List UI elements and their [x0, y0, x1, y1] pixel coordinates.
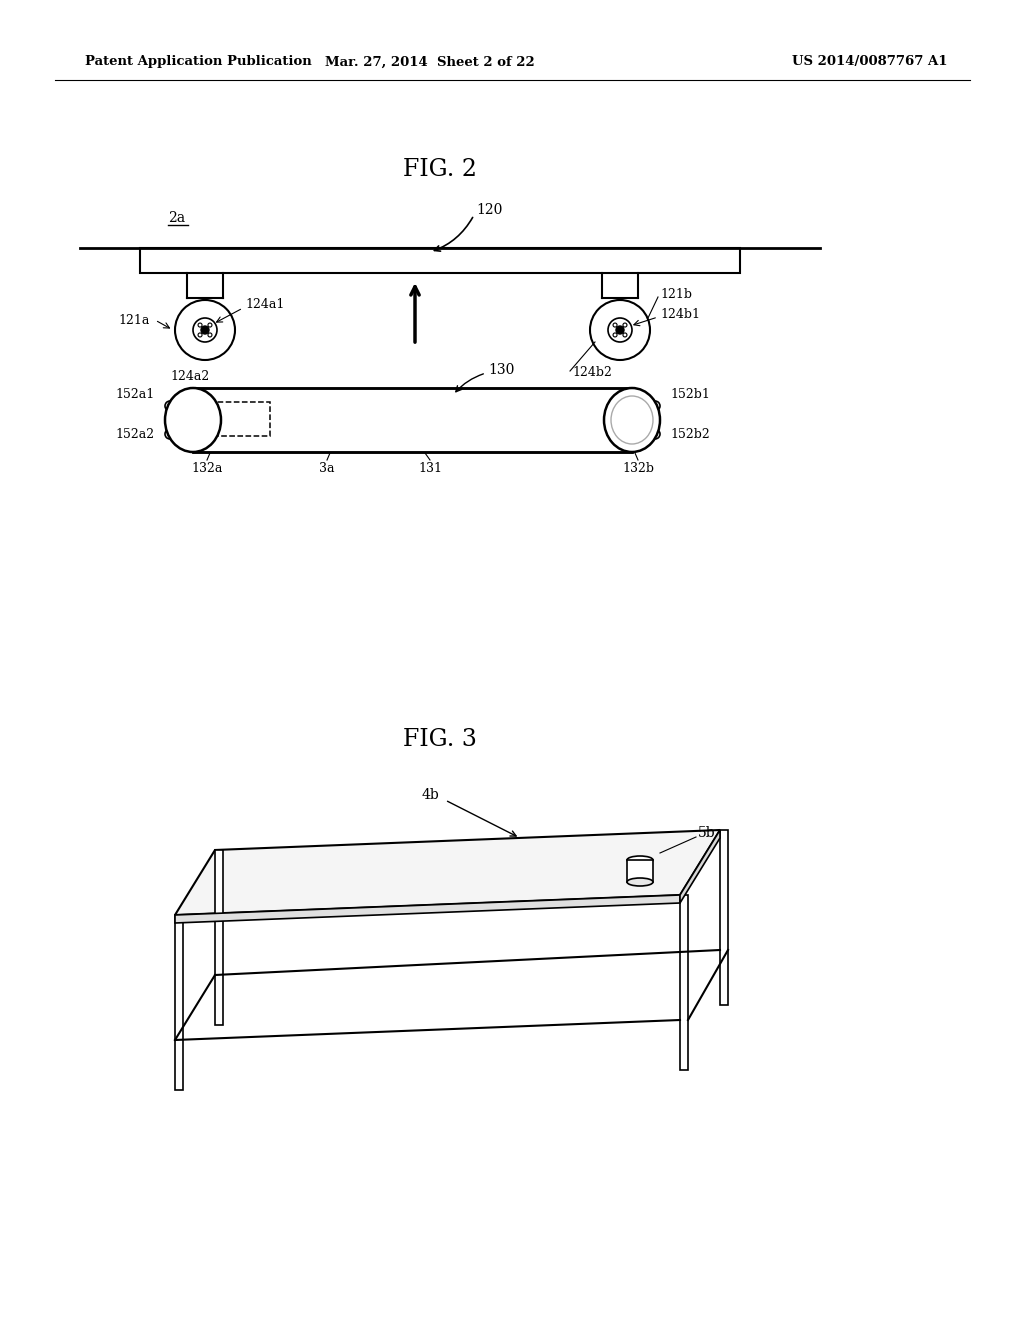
Ellipse shape	[627, 878, 653, 886]
Text: 152b1: 152b1	[670, 388, 710, 401]
Circle shape	[653, 404, 657, 408]
Circle shape	[613, 323, 617, 327]
Polygon shape	[680, 895, 688, 1071]
Text: 152a2: 152a2	[116, 429, 155, 441]
Polygon shape	[175, 915, 183, 1090]
Text: 132b: 132b	[622, 462, 654, 474]
Text: FIG. 3: FIG. 3	[403, 729, 477, 751]
Polygon shape	[215, 850, 223, 1026]
Circle shape	[168, 404, 172, 408]
Circle shape	[590, 300, 650, 360]
Polygon shape	[175, 830, 720, 915]
Text: 4b: 4b	[421, 788, 439, 803]
Ellipse shape	[627, 855, 653, 865]
Circle shape	[623, 323, 627, 327]
Circle shape	[623, 333, 627, 337]
Text: 3a: 3a	[319, 462, 335, 474]
Text: 130: 130	[488, 363, 514, 378]
Text: 124b1: 124b1	[660, 309, 700, 322]
Bar	[627, 861, 653, 882]
Circle shape	[198, 323, 202, 327]
Text: US 2014/0087767 A1: US 2014/0087767 A1	[793, 55, 948, 69]
Text: 124a1: 124a1	[245, 298, 285, 312]
Text: Patent Application Publication: Patent Application Publication	[85, 55, 311, 69]
Circle shape	[208, 323, 212, 327]
Text: Mar. 27, 2014  Sheet 2 of 22: Mar. 27, 2014 Sheet 2 of 22	[326, 55, 535, 69]
Circle shape	[650, 429, 660, 440]
Text: 2a: 2a	[168, 211, 185, 224]
Text: 132a: 132a	[191, 462, 222, 474]
Circle shape	[650, 401, 660, 411]
Text: 5b: 5b	[698, 826, 716, 840]
Text: 131: 131	[418, 462, 442, 474]
Circle shape	[198, 333, 202, 337]
Circle shape	[608, 318, 632, 342]
Text: FIG. 2: FIG. 2	[403, 158, 477, 181]
Text: 152a1: 152a1	[116, 388, 155, 401]
Text: 121b: 121b	[660, 289, 692, 301]
Text: 124b2: 124b2	[572, 367, 612, 380]
Circle shape	[193, 318, 217, 342]
Ellipse shape	[604, 388, 660, 451]
Polygon shape	[720, 830, 728, 1005]
Polygon shape	[175, 895, 680, 923]
Bar	[193, 388, 632, 451]
Circle shape	[201, 326, 209, 334]
Circle shape	[175, 300, 234, 360]
Circle shape	[165, 401, 175, 411]
Circle shape	[613, 333, 617, 337]
Ellipse shape	[165, 388, 221, 451]
Circle shape	[653, 432, 657, 436]
Circle shape	[208, 333, 212, 337]
Circle shape	[616, 326, 624, 334]
Text: 152b2: 152b2	[670, 429, 710, 441]
Bar	[205, 403, 270, 436]
Text: 121a: 121a	[118, 314, 150, 326]
Text: 120: 120	[476, 203, 503, 216]
Polygon shape	[680, 830, 720, 903]
Bar	[140, 248, 740, 273]
Circle shape	[165, 429, 175, 440]
Text: 124a2: 124a2	[170, 370, 210, 383]
Circle shape	[168, 432, 172, 436]
